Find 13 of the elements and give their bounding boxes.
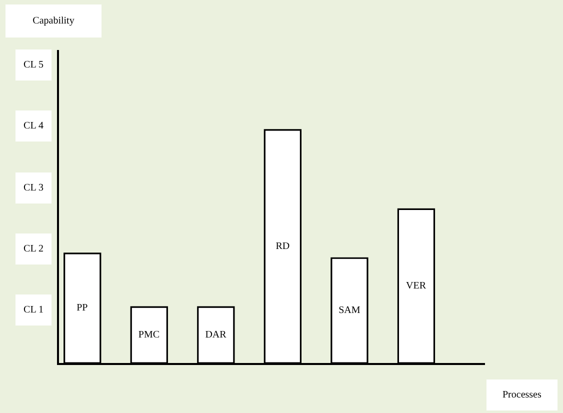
x-axis-title: Processes (502, 390, 542, 400)
x-tick-label: PMC (138, 330, 160, 341)
text: CL 5 (24, 60, 44, 70)
x-tick-label: DAR (205, 330, 227, 341)
x-tick-label: RD (276, 240, 290, 252)
text: Capability (32, 16, 74, 26)
x-tick-label: PP (76, 302, 88, 314)
text: CL 2 (24, 244, 44, 254)
x-tick-label: SAM (338, 305, 360, 316)
text: CL 4 (24, 120, 44, 132)
text: CL 3 (24, 182, 44, 194)
text: CL 1 (24, 304, 44, 316)
x-tick-label: VER (406, 280, 426, 292)
